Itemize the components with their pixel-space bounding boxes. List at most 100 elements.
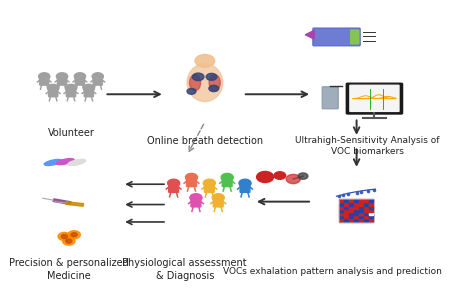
Bar: [369, 215, 374, 218]
Circle shape: [56, 73, 68, 80]
Bar: [349, 200, 354, 202]
Bar: [354, 200, 359, 202]
Bar: [339, 206, 344, 209]
Circle shape: [286, 174, 301, 184]
Bar: [354, 212, 359, 215]
Circle shape: [83, 84, 94, 92]
Circle shape: [168, 179, 180, 187]
FancyBboxPatch shape: [187, 178, 196, 187]
Circle shape: [239, 179, 251, 187]
Bar: [344, 219, 349, 222]
Bar: [359, 209, 364, 212]
Bar: [339, 199, 374, 222]
Point: [353, 190, 360, 195]
Circle shape: [68, 231, 81, 239]
Bar: [349, 219, 354, 222]
Bar: [364, 212, 368, 215]
Bar: [349, 209, 354, 212]
Circle shape: [65, 239, 72, 243]
Point: [344, 191, 351, 196]
Circle shape: [58, 232, 71, 241]
Text: Volunteer: Volunteer: [47, 128, 94, 138]
FancyBboxPatch shape: [48, 88, 58, 97]
Circle shape: [203, 179, 215, 187]
Point: [364, 189, 372, 193]
Bar: [369, 209, 374, 212]
Bar: [369, 206, 374, 209]
Circle shape: [92, 73, 103, 80]
FancyBboxPatch shape: [351, 30, 359, 44]
Bar: [349, 206, 354, 209]
Point: [370, 188, 377, 193]
Bar: [369, 202, 374, 206]
Bar: [369, 219, 374, 222]
Ellipse shape: [68, 159, 86, 166]
Text: Physiological assessment
& Diagnosis: Physiological assessment & Diagnosis: [122, 258, 247, 281]
Point: [335, 194, 343, 199]
Bar: [369, 212, 374, 215]
Point: [339, 193, 347, 197]
Text: Ultrahigh-Sensitivity Analysis of
VOC biomarkers: Ultrahigh-Sensitivity Analysis of VOC bi…: [295, 136, 440, 156]
FancyBboxPatch shape: [84, 88, 93, 97]
Bar: [359, 219, 364, 222]
Circle shape: [74, 73, 85, 80]
FancyBboxPatch shape: [191, 198, 201, 207]
Circle shape: [274, 172, 286, 179]
Circle shape: [256, 171, 273, 183]
Bar: [354, 209, 359, 212]
Circle shape: [221, 173, 233, 181]
Bar: [344, 200, 349, 202]
FancyBboxPatch shape: [346, 83, 402, 114]
Text: Online breath detection: Online breath detection: [147, 136, 263, 146]
Ellipse shape: [187, 64, 223, 101]
FancyBboxPatch shape: [93, 77, 102, 85]
Bar: [354, 202, 359, 206]
Circle shape: [71, 233, 77, 237]
FancyBboxPatch shape: [169, 184, 179, 193]
Polygon shape: [53, 199, 71, 205]
Text: VOCs exhalation pattern analysis and prediction: VOCs exhalation pattern analysis and pre…: [223, 267, 441, 276]
Circle shape: [206, 73, 217, 80]
Bar: [349, 212, 354, 215]
Circle shape: [209, 85, 219, 92]
Circle shape: [192, 73, 204, 81]
Bar: [344, 202, 349, 206]
Bar: [354, 219, 359, 222]
FancyBboxPatch shape: [204, 184, 214, 193]
Ellipse shape: [56, 159, 74, 165]
Bar: [354, 206, 359, 209]
Circle shape: [38, 73, 50, 80]
Bar: [359, 202, 364, 206]
FancyBboxPatch shape: [66, 88, 76, 97]
FancyBboxPatch shape: [213, 198, 223, 207]
Ellipse shape: [209, 75, 220, 91]
Bar: [359, 200, 364, 202]
Bar: [349, 215, 354, 218]
Bar: [339, 209, 344, 212]
Bar: [359, 206, 364, 209]
FancyBboxPatch shape: [322, 87, 338, 109]
FancyBboxPatch shape: [240, 184, 250, 193]
Bar: [344, 215, 349, 218]
Circle shape: [47, 84, 59, 92]
FancyBboxPatch shape: [75, 77, 84, 85]
Point: [357, 189, 365, 194]
Bar: [339, 200, 344, 202]
Ellipse shape: [190, 75, 201, 91]
FancyBboxPatch shape: [350, 85, 399, 111]
FancyBboxPatch shape: [57, 77, 67, 85]
Bar: [339, 219, 344, 222]
Bar: [364, 206, 368, 209]
Circle shape: [185, 173, 198, 181]
Circle shape: [65, 84, 77, 92]
Bar: [344, 206, 349, 209]
Text: Precision & personalized
Medicine: Precision & personalized Medicine: [9, 258, 128, 281]
Bar: [359, 212, 364, 215]
Bar: [364, 209, 368, 212]
Bar: [339, 202, 344, 206]
Circle shape: [63, 237, 75, 245]
Bar: [369, 200, 374, 202]
Circle shape: [187, 88, 196, 94]
Bar: [364, 202, 368, 206]
Bar: [344, 209, 349, 212]
